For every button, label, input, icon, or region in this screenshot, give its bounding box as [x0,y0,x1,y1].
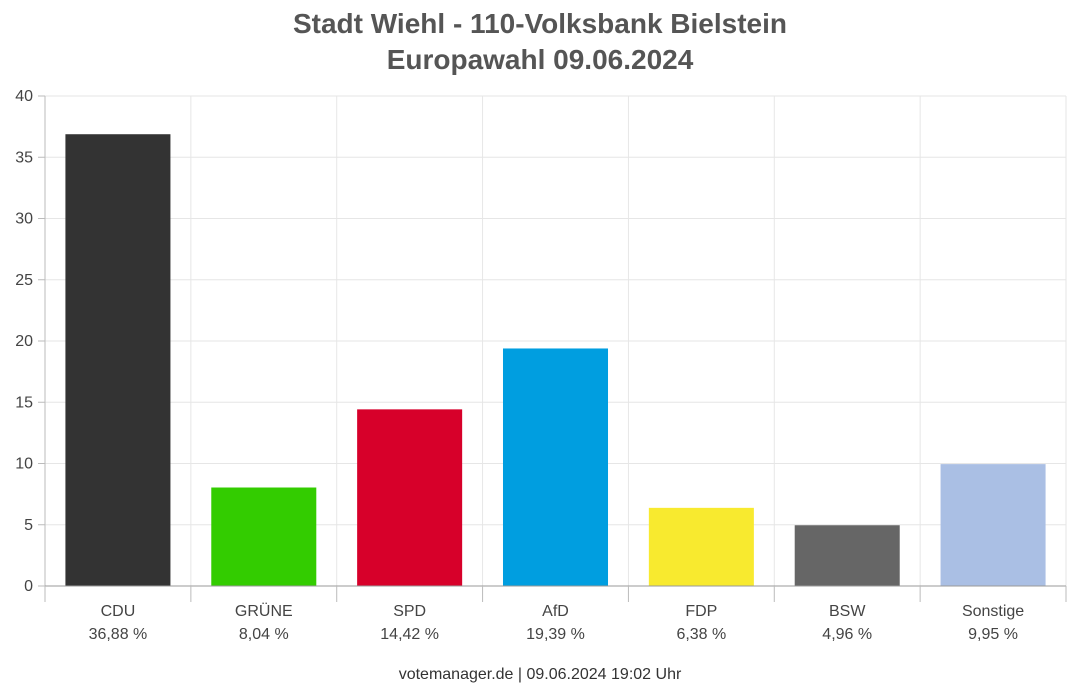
x-value-label: 36,88 % [89,626,148,643]
y-tick-label: 10 [15,456,33,473]
x-value-label: 14,42 % [380,626,439,643]
bar-spd [357,409,463,586]
x-category-label: BSW [829,603,866,620]
x-value-label: 4,96 % [822,626,872,643]
footer-source: votemanager.de | 09.06.2024 19:02 Uhr [398,666,682,683]
bar-chart: 0 5 10 15 20 25 30 35 40 CDU 36,88 % GRÜNE 8,04 % SPD… [15,88,1067,643]
x-value-label: 6,38 % [676,626,726,643]
x-category-label: AfD [542,603,569,620]
y-tick-label: 40 [15,88,33,105]
y-tick-label: 20 [15,333,33,350]
y-tick-label: 25 [15,272,33,289]
x-category-label: FDP [685,603,717,620]
bar-cdu [65,134,171,586]
x-category-label: Sonstige [962,603,1024,620]
x-category-label: SPD [393,603,426,620]
x-value-label: 9,95 % [968,626,1018,643]
bar-bsw [794,525,900,586]
bar-fdp [648,507,754,586]
x-value-label: 8,04 % [239,626,289,643]
bar-afd [502,348,609,586]
y-tick-label: 15 [15,394,33,411]
bar-grüne [211,487,317,586]
y-tick-label: 30 [15,211,33,228]
chart-subtitle: Europawahl 09.06.2024 [386,44,694,75]
y-tick-label: 35 [15,149,33,166]
x-value-label: 19,39 % [526,626,585,643]
y-tick-label: 5 [24,517,33,534]
chart-title: Stadt Wiehl - 110-Volksbank Bielstein [292,8,788,39]
y-tick-label: 0 [24,578,33,595]
x-category-label: GRÜNE [235,602,293,620]
bar-sonstige [940,464,1046,586]
x-category-label: CDU [101,603,136,620]
